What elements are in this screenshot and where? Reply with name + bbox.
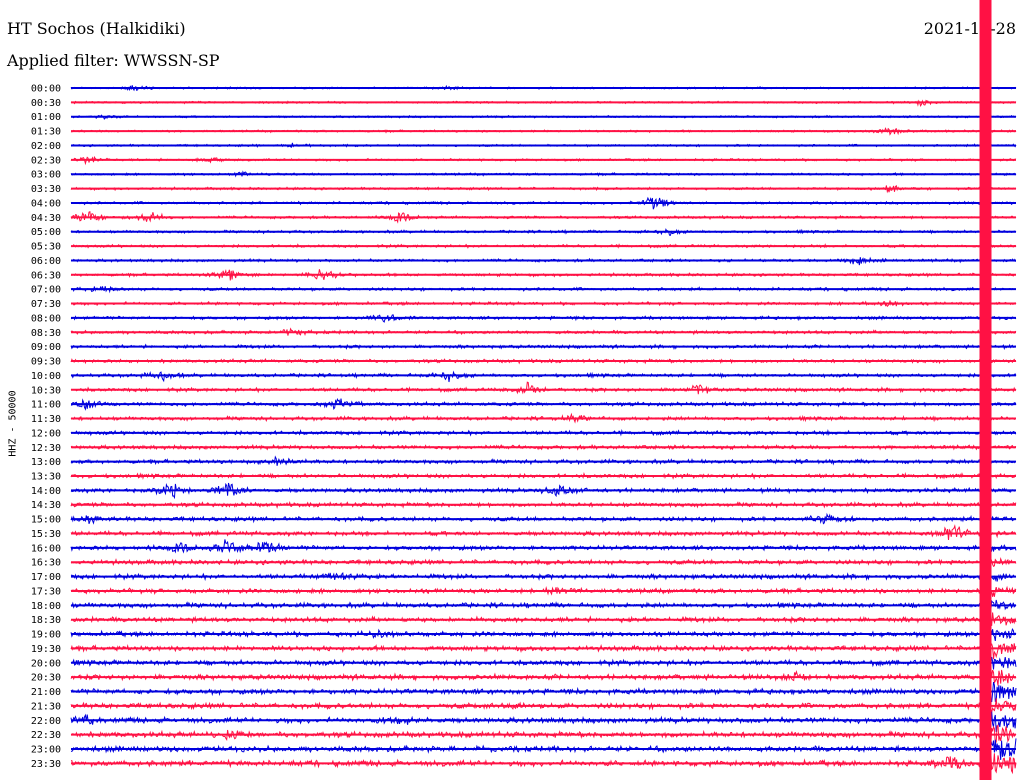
row-time-label: 10:30 [31,385,61,396]
row-time-label: 11:30 [31,414,61,425]
row-time-label: 08:00 [31,313,61,324]
row-time-label: 10:00 [31,371,61,382]
row-time-label: 14:00 [31,486,61,497]
row-time-label: 18:00 [31,601,61,612]
trace-row [70,641,1017,660]
row-time-label: 04:30 [31,213,61,224]
row-time-label: 02:30 [31,155,61,166]
row-time-label: 22:00 [31,716,61,727]
row-time-label: 09:00 [31,342,61,353]
trace-row [70,724,1017,747]
trace-row [70,381,1017,395]
trace-row [70,612,1017,626]
row-time-label: 03:30 [31,184,61,195]
trace-row [70,627,1017,646]
row-time-label: 13:00 [31,457,61,468]
row-time-label: 07:00 [31,285,61,296]
row-time-label: 22:30 [31,730,61,741]
trace-row [70,370,1017,383]
row-time-label: 19:30 [31,644,61,655]
trace-row [70,539,1017,554]
row-time-label: 01:00 [31,112,61,123]
row-time-label: 06:30 [31,270,61,281]
trace-row [70,584,1017,600]
date-label: 2021-12-28 [923,19,1016,38]
clipped-event-band [979,0,992,780]
row-time-label: 20:00 [31,658,61,669]
row-time-label: 08:30 [31,328,61,339]
row-time-label: 17:30 [31,586,61,597]
row-time-label: 00:00 [31,84,61,95]
filter-label: Applied filter: WWSSN-SP [7,51,220,70]
row-time-label: 21:00 [31,687,61,698]
row-time-label: 18:30 [31,615,61,626]
row-time-label: 21:30 [31,701,61,712]
row-time-label: 00:30 [31,98,61,109]
row-time-label: 23:30 [31,759,61,770]
row-time-label: 16:00 [31,543,61,554]
trace-row [70,656,1017,673]
row-time-label: 04:00 [31,198,61,209]
row-time-label: 05:00 [31,227,61,238]
row-time-label: 03:00 [31,170,61,181]
row-time-label: 02:00 [31,141,61,152]
row-time-label: 12:00 [31,428,61,439]
row-time-label: 17:00 [31,572,61,583]
row-time-label: 01:30 [31,127,61,138]
row-time-label: 20:30 [31,673,61,684]
row-time-label: 16:30 [31,558,61,569]
row-time-label: 05:30 [31,242,61,253]
row-time-label: 15:00 [31,515,61,526]
station-title: HT Sochos (Halkidiki) [7,19,186,38]
row-time-label: 12:30 [31,443,61,454]
row-time-label: 13:30 [31,471,61,482]
row-time-label: 15:30 [31,529,61,540]
row-time-label: 23:00 [31,745,61,756]
row-time-label: 07:30 [31,299,61,310]
row-time-label: 19:00 [31,630,61,641]
row-time-label: 09:30 [31,357,61,368]
row-time-label: 14:30 [31,500,61,511]
row-time-label: 11:00 [31,400,61,411]
row-time-label: 06:00 [31,256,61,267]
